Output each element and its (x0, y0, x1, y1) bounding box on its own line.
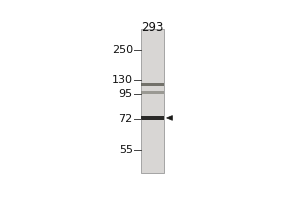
Bar (141, 83, 164, 86)
Text: 72: 72 (118, 114, 133, 124)
Text: 130: 130 (112, 75, 133, 85)
Text: 55: 55 (119, 145, 133, 155)
Bar (141, 91, 164, 94)
Text: 95: 95 (119, 89, 133, 99)
Bar (141, 29, 164, 173)
Text: 293: 293 (141, 21, 164, 34)
Text: 250: 250 (112, 45, 133, 55)
Polygon shape (167, 116, 172, 120)
Bar (141, 116, 164, 120)
